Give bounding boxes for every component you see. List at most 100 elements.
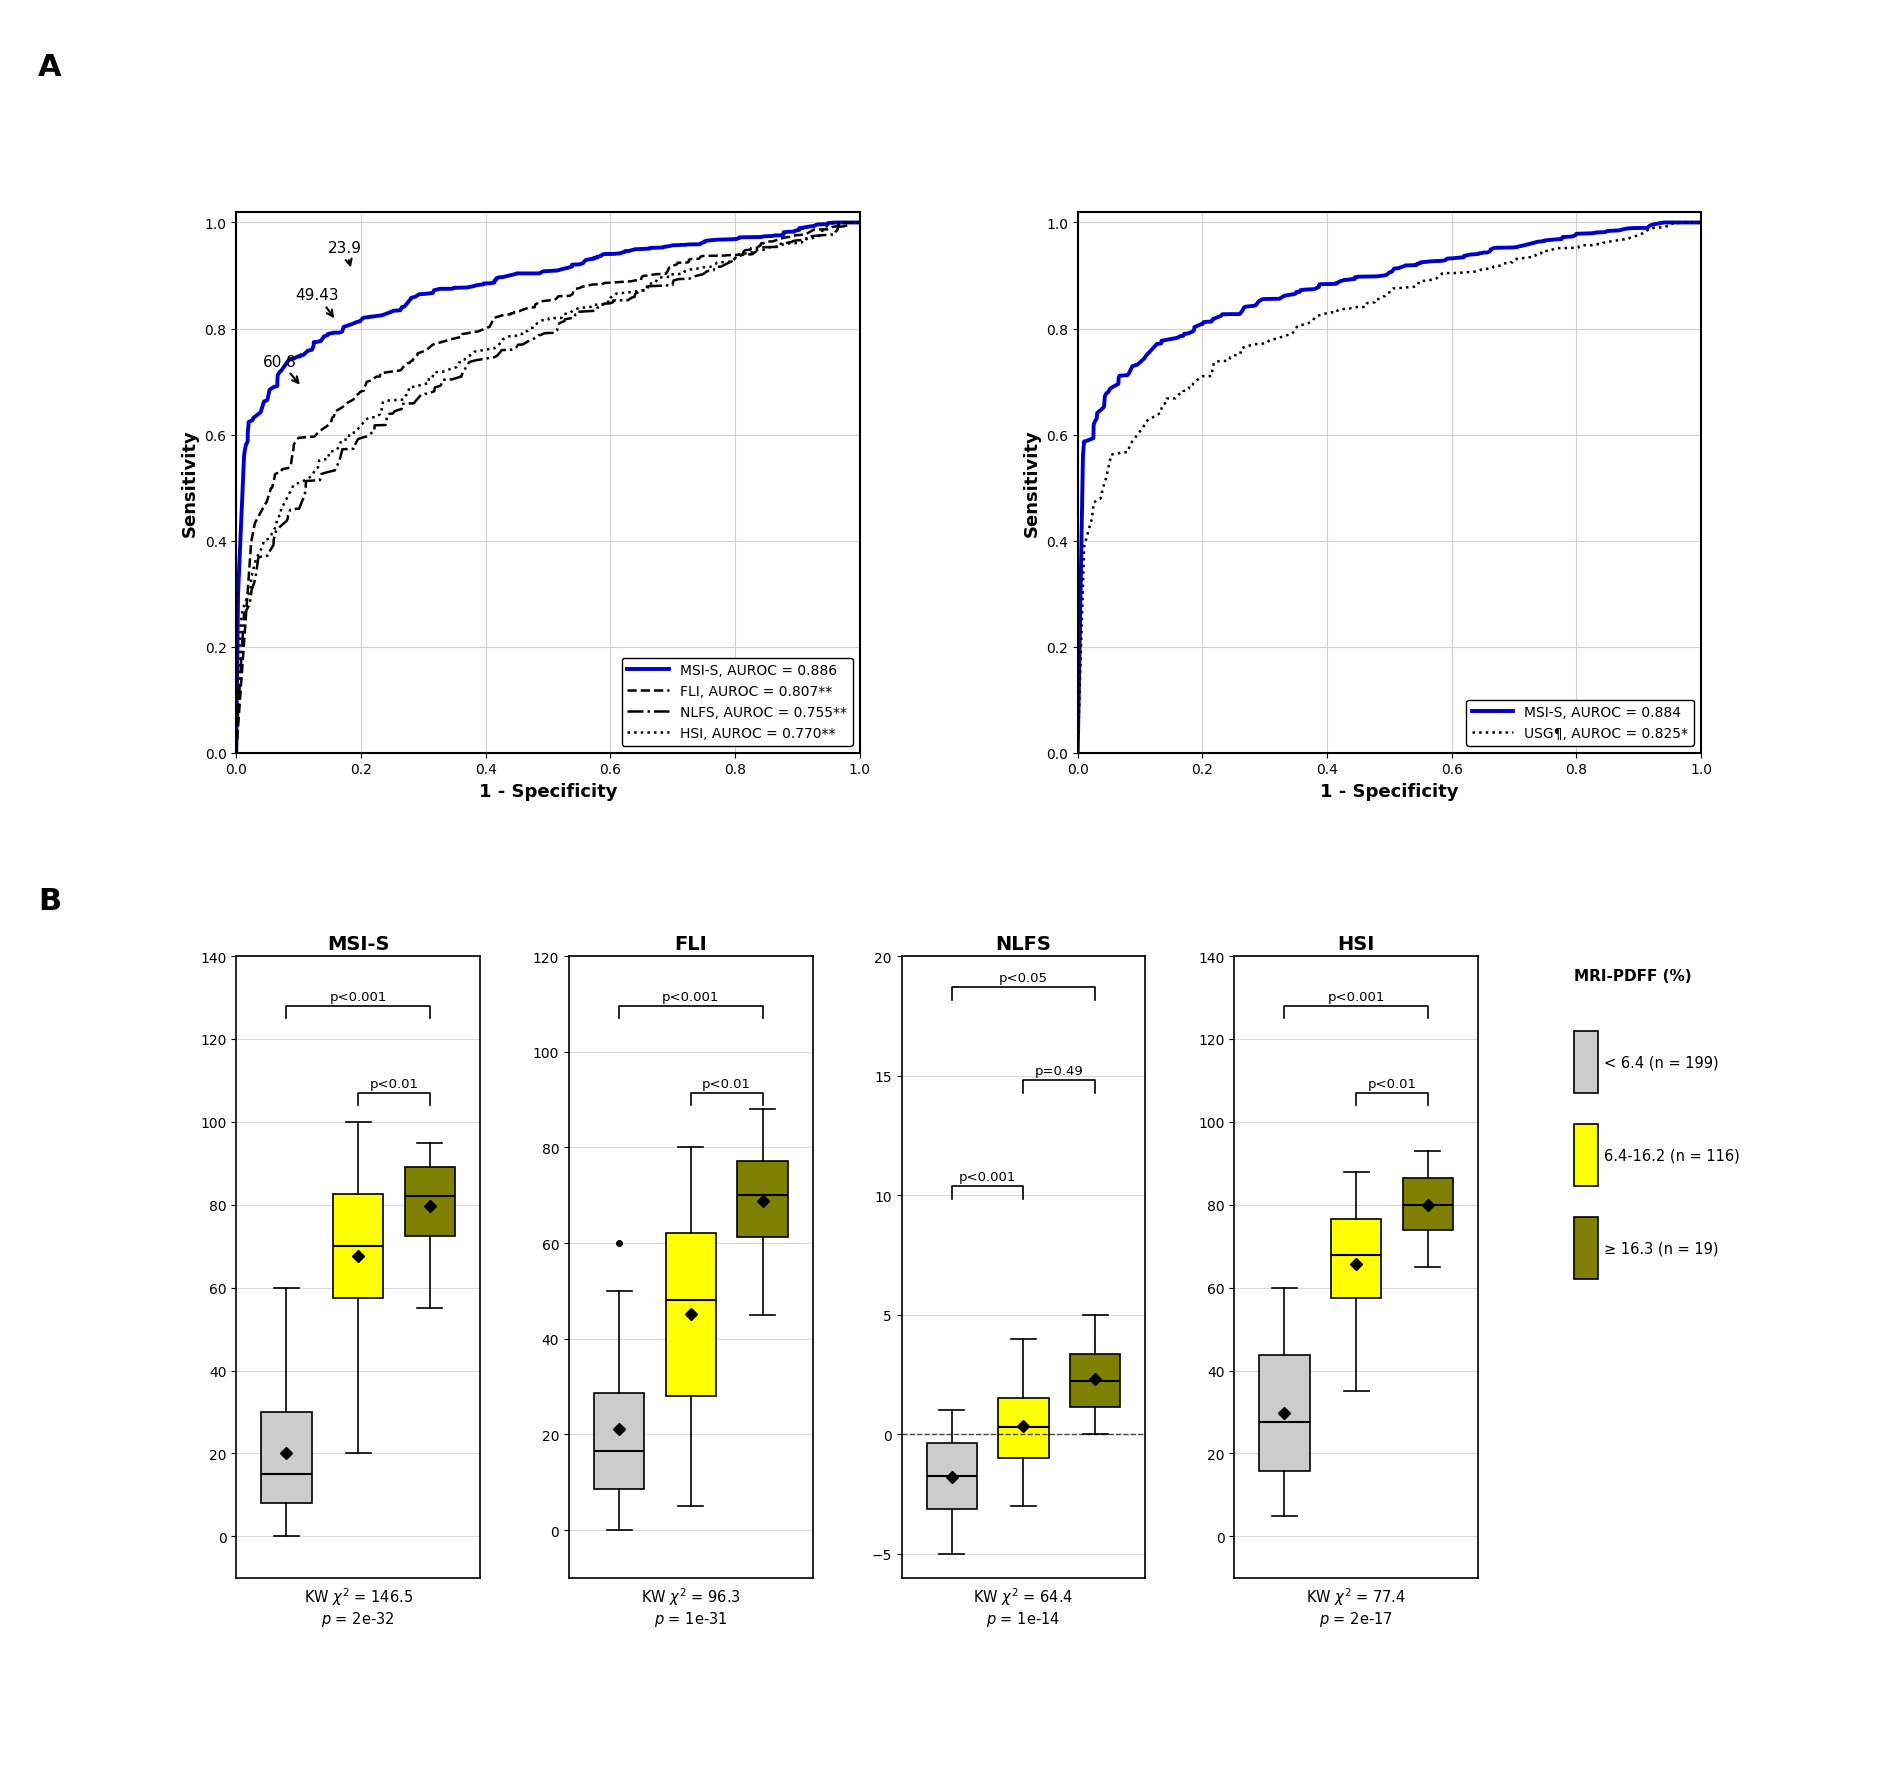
MSI-S, AUROC = 0.886 (351, 309, 374, 330)
MSI-S, AUROC = 0.884 (1368, 266, 1390, 287)
Line: FLI, AUROC = 0.807**: FLI, AUROC = 0.807** (236, 223, 859, 754)
PathPatch shape (737, 1161, 788, 1238)
MSI-S, AUROC = 0.886 (848, 213, 871, 234)
Text: p<0.05: p<0.05 (999, 972, 1047, 984)
Line: HSI, AUROC = 0.770**: HSI, AUROC = 0.770** (236, 223, 859, 754)
PathPatch shape (665, 1234, 716, 1397)
FancyBboxPatch shape (1574, 1218, 1596, 1280)
MSI-S, AUROC = 0.886 (569, 255, 591, 277)
Title: FLI: FLI (674, 934, 706, 954)
PathPatch shape (1330, 1220, 1381, 1298)
Line: MSI-S, AUROC = 0.884: MSI-S, AUROC = 0.884 (1077, 223, 1700, 754)
USG¶, AUROC = 0.825* (1222, 346, 1245, 367)
USG¶, AUROC = 0.825* (1668, 213, 1691, 234)
MSI-S, AUROC = 0.886 (225, 743, 247, 764)
USG¶, AUROC = 0.825* (1668, 213, 1691, 234)
NLFS, AUROC = 0.755** (563, 309, 586, 330)
Text: < 6.4 (n = 199): < 6.4 (n = 199) (1604, 1055, 1719, 1069)
USG¶, AUROC = 0.825* (1572, 236, 1594, 257)
FLI, AUROC = 0.807** (225, 743, 247, 764)
FLI, AUROC = 0.807** (829, 215, 852, 236)
X-axis label: KW $\chi^2$ = 96.3
$p$ = 1e-31: KW $\chi^2$ = 96.3 $p$ = 1e-31 (640, 1585, 740, 1628)
Text: ≥ 16.3 (n = 19): ≥ 16.3 (n = 19) (1604, 1241, 1717, 1255)
FancyBboxPatch shape (1574, 1032, 1596, 1094)
HSI, AUROC = 0.770** (531, 310, 553, 332)
FancyBboxPatch shape (1574, 1124, 1596, 1186)
Text: B: B (38, 886, 60, 915)
FLI, AUROC = 0.807** (385, 362, 408, 383)
USG¶, AUROC = 0.825* (1381, 278, 1404, 300)
NLFS, AUROC = 0.755** (848, 213, 871, 234)
PathPatch shape (997, 1399, 1048, 1459)
Text: 6.4-16.2 (n = 116): 6.4-16.2 (n = 116) (1604, 1147, 1740, 1163)
PathPatch shape (404, 1168, 455, 1236)
PathPatch shape (1402, 1177, 1453, 1230)
PathPatch shape (1069, 1355, 1120, 1408)
HSI, AUROC = 0.770** (820, 213, 842, 234)
NLFS, AUROC = 0.755** (385, 401, 408, 422)
NLFS, AUROC = 0.755** (839, 213, 861, 234)
Text: 49.43: 49.43 (295, 289, 338, 317)
Text: MRI-PDFF (%): MRI-PDFF (%) (1574, 968, 1691, 984)
USG¶, AUROC = 0.825* (1065, 743, 1088, 764)
MSI-S, AUROC = 0.886 (825, 213, 848, 234)
HSI, AUROC = 0.770** (393, 390, 416, 411)
HSI, AUROC = 0.770** (848, 213, 871, 234)
MSI-S, AUROC = 0.884 (1343, 268, 1366, 289)
FLI, AUROC = 0.807** (523, 294, 546, 316)
NLFS, AUROC = 0.755** (225, 743, 247, 764)
FLI, AUROC = 0.807** (848, 213, 871, 234)
HSI, AUROC = 0.770** (582, 296, 604, 317)
X-axis label: 1 - Specificity: 1 - Specificity (478, 782, 618, 800)
HSI, AUROC = 0.770** (514, 321, 536, 342)
Line: MSI-S, AUROC = 0.886: MSI-S, AUROC = 0.886 (236, 223, 859, 754)
USG¶, AUROC = 0.825* (1402, 277, 1424, 298)
Legend: MSI-S, AUROC = 0.886, FLI, AUROC = 0.807**, NLFS, AUROC = 0.755**, HSI, AUROC = : MSI-S, AUROC = 0.886, FLI, AUROC = 0.807… (621, 658, 852, 746)
Text: A: A (38, 53, 60, 82)
Text: p<0.01: p<0.01 (1368, 1078, 1415, 1090)
FLI, AUROC = 0.807** (746, 239, 769, 261)
FLI, AUROC = 0.807** (835, 213, 858, 234)
MSI-S, AUROC = 0.886 (829, 213, 852, 234)
PathPatch shape (261, 1413, 312, 1504)
Text: p<0.001: p<0.001 (1326, 989, 1385, 1004)
MSI-S, AUROC = 0.884 (1404, 255, 1426, 277)
X-axis label: KW $\chi^2$ = 64.4
$p$ = 1e-14: KW $\chi^2$ = 64.4 $p$ = 1e-14 (973, 1585, 1073, 1628)
PathPatch shape (332, 1195, 383, 1298)
X-axis label: 1 - Specificity: 1 - Specificity (1319, 782, 1458, 800)
X-axis label: KW $\chi^2$ = 146.5
$p$ = 2e-32: KW $\chi^2$ = 146.5 $p$ = 2e-32 (304, 1585, 412, 1628)
Text: p<0.001: p<0.001 (661, 989, 720, 1004)
Text: 60.8: 60.8 (263, 355, 298, 383)
FLI, AUROC = 0.807** (542, 291, 565, 312)
USG¶, AUROC = 0.825* (1689, 213, 1711, 234)
NLFS, AUROC = 0.755** (733, 241, 756, 262)
MSI-S, AUROC = 0.884 (1689, 213, 1711, 234)
NLFS, AUROC = 0.755** (839, 215, 861, 236)
NLFS, AUROC = 0.755** (599, 293, 621, 314)
Line: NLFS, AUROC = 0.755**: NLFS, AUROC = 0.755** (236, 223, 859, 754)
MSI-S, AUROC = 0.884 (1209, 307, 1232, 328)
Text: 23.9: 23.9 (329, 241, 363, 266)
MSI-S, AUROC = 0.884 (1065, 743, 1088, 764)
Y-axis label: Sensitivity: Sensitivity (181, 429, 198, 537)
MSI-S, AUROC = 0.886 (603, 245, 625, 266)
Text: p=0.49: p=0.49 (1035, 1066, 1082, 1078)
PathPatch shape (1258, 1355, 1309, 1472)
Y-axis label: Sensitivity: Sensitivity (1022, 429, 1039, 537)
MSI-S, AUROC = 0.884 (1551, 229, 1574, 250)
HSI, AUROC = 0.770** (727, 245, 750, 266)
NLFS, AUROC = 0.755** (542, 323, 565, 344)
Title: MSI-S: MSI-S (327, 934, 389, 954)
Title: NLFS: NLFS (996, 934, 1050, 954)
USG¶, AUROC = 0.825* (1464, 262, 1487, 284)
HSI, AUROC = 0.770** (225, 743, 247, 764)
HSI, AUROC = 0.770** (833, 213, 856, 234)
Text: p<0.01: p<0.01 (370, 1078, 417, 1090)
Text: p<0.001: p<0.001 (958, 1170, 1016, 1183)
FLI, AUROC = 0.807** (593, 273, 616, 294)
PathPatch shape (926, 1443, 977, 1509)
Line: USG¶, AUROC = 0.825*: USG¶, AUROC = 0.825* (1077, 223, 1700, 754)
Text: p<0.01: p<0.01 (703, 1078, 750, 1090)
MSI-S, AUROC = 0.884 (1651, 213, 1674, 234)
MSI-S, AUROC = 0.886 (744, 227, 767, 248)
